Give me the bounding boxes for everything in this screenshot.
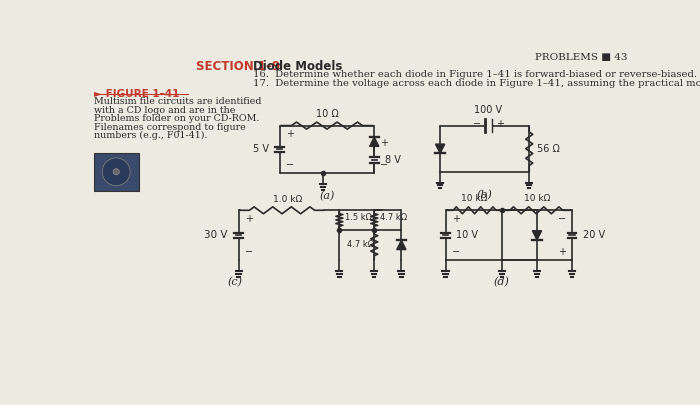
Text: 10 kΩ: 10 kΩ bbox=[461, 194, 487, 203]
Text: +: + bbox=[496, 119, 504, 129]
Text: −: − bbox=[245, 247, 253, 257]
Text: −: − bbox=[286, 160, 294, 170]
Text: Multisim file circuits are identified: Multisim file circuits are identified bbox=[94, 97, 261, 106]
Text: SECTION 1–9: SECTION 1–9 bbox=[196, 60, 280, 73]
Text: Filenames correspond to figure: Filenames correspond to figure bbox=[94, 123, 246, 132]
Text: −: − bbox=[557, 214, 566, 224]
Text: 10 Ω: 10 Ω bbox=[316, 109, 338, 119]
Text: −: − bbox=[452, 247, 460, 257]
Circle shape bbox=[113, 169, 119, 175]
Text: PROBLEMS ■ 43: PROBLEMS ■ 43 bbox=[536, 53, 628, 62]
Polygon shape bbox=[533, 231, 542, 240]
Text: (c): (c) bbox=[228, 277, 242, 288]
Text: (b): (b) bbox=[477, 190, 493, 200]
Text: 100 V: 100 V bbox=[475, 105, 503, 115]
Polygon shape bbox=[397, 240, 406, 249]
Text: 8 V: 8 V bbox=[385, 155, 401, 165]
Text: 10 V: 10 V bbox=[456, 230, 478, 240]
Text: −: − bbox=[381, 160, 388, 170]
Bar bbox=[94, 153, 139, 191]
Text: 1.0 kΩ: 1.0 kΩ bbox=[273, 195, 302, 204]
Text: −: − bbox=[473, 119, 481, 129]
Text: Problems folder on your CD-ROM.: Problems folder on your CD-ROM. bbox=[94, 114, 259, 123]
Text: +: + bbox=[381, 139, 388, 148]
Text: +: + bbox=[452, 214, 460, 224]
Text: 4.7 kΩ: 4.7 kΩ bbox=[347, 241, 374, 249]
Text: ► FIGURE 1–41: ► FIGURE 1–41 bbox=[94, 89, 179, 99]
Text: Diode Models: Diode Models bbox=[253, 60, 342, 73]
Polygon shape bbox=[370, 137, 379, 146]
Polygon shape bbox=[435, 144, 444, 153]
Text: (d): (d) bbox=[493, 277, 509, 288]
Text: +: + bbox=[286, 130, 294, 139]
Text: 17.  Determine the voltage across each diode in Figure 1–41, assuming the practi: 17. Determine the voltage across each di… bbox=[253, 79, 700, 88]
Text: 4.7 kΩ: 4.7 kΩ bbox=[379, 213, 407, 222]
Text: +: + bbox=[245, 214, 253, 224]
Text: 20 V: 20 V bbox=[582, 230, 605, 240]
Text: 16.  Determine whether each diode in Figure 1–41 is forward-biased or reverse-bi: 16. Determine whether each diode in Figu… bbox=[253, 70, 696, 79]
Text: 10 kΩ: 10 kΩ bbox=[524, 194, 550, 203]
Text: 5 V: 5 V bbox=[253, 145, 269, 154]
Text: with a CD logo and are in the: with a CD logo and are in the bbox=[94, 106, 235, 115]
Circle shape bbox=[102, 158, 130, 185]
Text: numbers (e.g., F01-41).: numbers (e.g., F01-41). bbox=[94, 131, 207, 140]
Text: (a): (a) bbox=[319, 191, 335, 201]
Text: +: + bbox=[558, 247, 566, 257]
Text: 1.5 kΩ: 1.5 kΩ bbox=[345, 213, 372, 222]
Text: 56 Ω: 56 Ω bbox=[537, 144, 560, 154]
Text: 30 V: 30 V bbox=[204, 230, 228, 240]
